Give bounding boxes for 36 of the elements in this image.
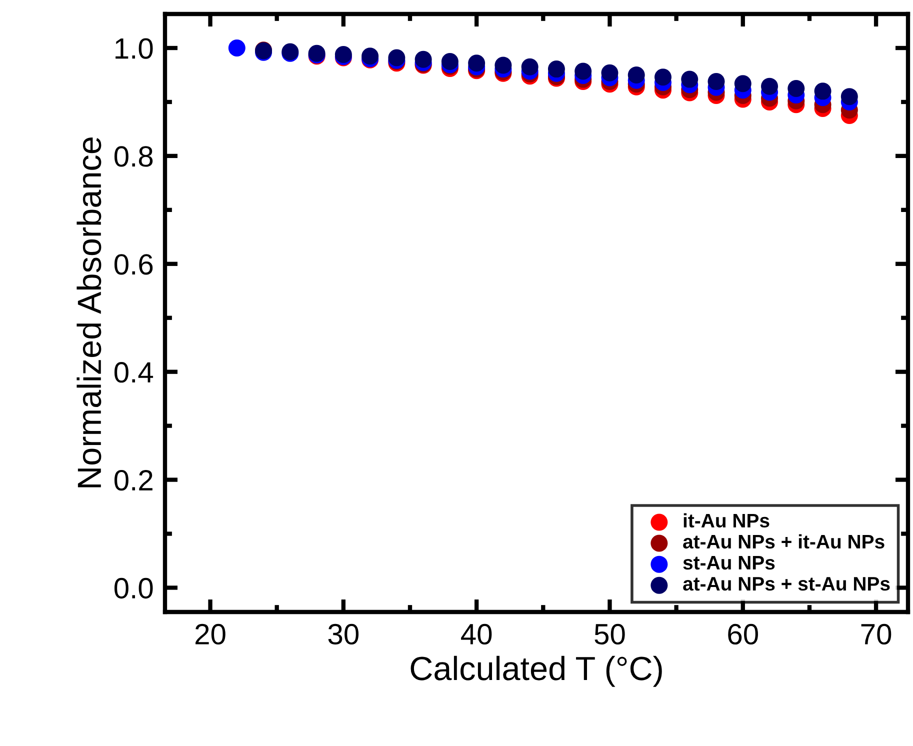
point — [574, 62, 592, 80]
y-tick-label: 0.0 — [114, 578, 153, 599]
point — [468, 54, 486, 72]
point — [414, 50, 432, 68]
point — [708, 72, 725, 90]
y-tick-label: 0.6 — [114, 254, 153, 275]
x-tick-label: 70 — [861, 624, 892, 645]
x-tick-label: 50 — [594, 624, 625, 645]
x-tick-label: 60 — [728, 624, 758, 645]
legend-label: at-Au NPs + it-Au NPs — [683, 534, 884, 549]
point — [788, 80, 805, 97]
point — [840, 88, 858, 106]
point — [441, 52, 458, 70]
y-tick-label: 0.8 — [114, 146, 153, 167]
point — [681, 70, 698, 88]
point — [761, 78, 778, 95]
legend-label: st-Au NPs — [683, 556, 775, 570]
point — [548, 60, 565, 78]
point — [494, 56, 512, 74]
y-axis-title: Normalized Absorbance — [76, 138, 102, 488]
legend-label: it-Au NPs — [684, 513, 770, 528]
x-tick-label: 40 — [461, 624, 492, 645]
x-axis-title: Calculated T (°C) — [410, 656, 662, 687]
point — [601, 64, 618, 82]
point — [228, 39, 246, 57]
point — [734, 75, 752, 92]
y-tick-label: 0.2 — [114, 470, 152, 491]
point — [628, 66, 645, 84]
x-tick-label: 20 — [196, 624, 226, 645]
point — [814, 82, 832, 100]
legend-label: at-Au NPs + st-Au NPs — [683, 577, 890, 591]
y-tick-label: 0.4 — [114, 362, 154, 383]
x-tick-label: 30 — [328, 624, 359, 645]
point — [521, 58, 538, 76]
y-tick-label: 1.0 — [116, 38, 153, 59]
point — [654, 68, 672, 86]
